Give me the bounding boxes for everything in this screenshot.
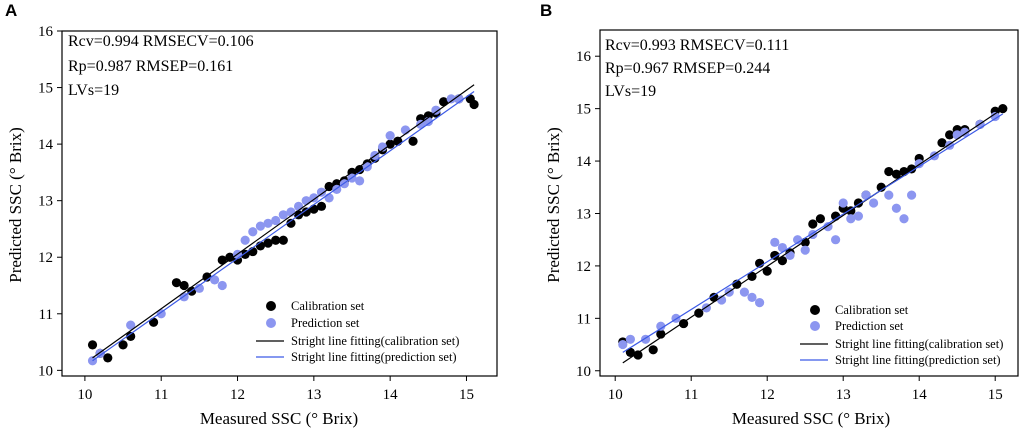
y-tick-label-b: 14	[576, 154, 592, 170]
prediction-point-a	[386, 131, 395, 140]
x-tick-label-a: 12	[230, 387, 245, 403]
stat-rp-b: Rp=0.967 RMSEP=0.244	[605, 60, 770, 77]
prediction-point-b	[892, 204, 901, 213]
x-tick-label-a: 15	[459, 387, 474, 403]
prediction-point-b	[899, 214, 908, 223]
y-tick-label-a: 16	[38, 24, 54, 40]
y-axis-title-a: Predicted SSC (° Brix)	[6, 127, 25, 283]
calibration-fit-line-a	[93, 85, 475, 358]
calibration-point-a	[149, 318, 158, 327]
prediction-point-b	[626, 335, 635, 344]
y-axis-title-b: Predicted SSC (° Brix)	[544, 127, 563, 283]
stat-lvs-a: LVs=19	[68, 82, 119, 99]
prediction-point-b	[831, 235, 840, 244]
x-tick-label-b: 12	[760, 387, 775, 403]
calibration-point-b	[808, 219, 817, 228]
legend-pred-line-label-a: Stright line fitting(prediction set)	[291, 350, 457, 364]
x-tick-label-a: 14	[383, 387, 399, 403]
x-tick-label-b: 13	[836, 387, 851, 403]
legend-prediction-label-a: Prediction set	[291, 316, 360, 330]
y-tick-label-b: 16	[576, 49, 592, 65]
y-tick-label-b: 10	[576, 364, 591, 380]
y-tick-label-b: 13	[576, 206, 591, 222]
legend-a: Calibration set Prediction set Stright l…	[256, 299, 459, 364]
calibration-point-a	[103, 353, 112, 362]
panel-label-a: A	[5, 1, 17, 20]
y-tick-label-a: 13	[38, 194, 53, 210]
figure: A 10 11 12 13 14 15 10 11 12 13 14 15 16 Rcv=0.994 R…	[0, 0, 1021, 434]
prediction-point-b	[854, 212, 863, 221]
calibration-point-a	[317, 202, 326, 211]
y-tick-label-a: 12	[38, 250, 53, 266]
prediction-fit-line-b	[623, 114, 1003, 353]
stat-rcv-a: Rcv=0.994 RMSECV=0.106	[68, 33, 254, 50]
y-tick-label-a: 10	[38, 363, 53, 379]
prediction-point-a	[241, 236, 250, 245]
panel-a: A 10 11 12 13 14 15 10 11 12 13 14 15 16 Rcv=0.994 R…	[5, 1, 497, 428]
legend-b: Calibration set Prediction set Stright l…	[800, 303, 1003, 367]
stat-rp-a: Rp=0.987 RMSEP=0.161	[68, 58, 233, 75]
prediction-point-b	[839, 198, 848, 207]
prediction-point-b	[770, 238, 779, 247]
panel-b: B 10 11 12 13 14 15 10 11 12 13 14 15 16 Rcv=0.993 R…	[540, 1, 1018, 428]
legend-pred-line-label-b: Stright line fitting(prediction set)	[835, 353, 1001, 367]
prediction-point-a	[271, 216, 280, 225]
calibration-point-a	[88, 340, 97, 349]
prediction-point-b	[740, 288, 749, 297]
legend-calibration-marker-b	[810, 305, 820, 315]
panel-label-b: B	[540, 1, 552, 20]
calibration-point-a	[408, 137, 417, 146]
calibration-point-a	[466, 94, 475, 103]
x-tick-label-a: 11	[154, 387, 168, 403]
stat-rcv-b: Rcv=0.993 RMSECV=0.111	[605, 37, 789, 54]
calibration-point-b	[649, 345, 658, 354]
prediction-point-b	[884, 191, 893, 200]
x-axis-title-b: Measured SSC (° Brix)	[732, 409, 890, 428]
y-tick-label-b: 11	[577, 311, 591, 327]
prediction-point-b	[618, 340, 627, 349]
prediction-point-a	[248, 227, 257, 236]
y-tick-label-a: 14	[38, 137, 54, 153]
legend-prediction-label-b: Prediction set	[835, 319, 904, 333]
legend-prediction-marker-a	[266, 318, 276, 328]
prediction-point-b	[869, 198, 878, 207]
prediction-fit-line-a	[93, 92, 475, 361]
y-tick-label-a: 15	[38, 81, 53, 97]
calibration-point-a	[279, 236, 288, 245]
y-tick-label-b: 12	[576, 259, 591, 275]
legend-calibration-label-b: Calibration set	[835, 303, 909, 317]
x-tick-label-b: 10	[608, 387, 623, 403]
y-tick-label-a: 11	[39, 307, 53, 323]
y-tick-label-b: 15	[576, 102, 591, 118]
prediction-point-b	[907, 191, 916, 200]
x-tick-label-b: 15	[988, 387, 1003, 403]
prediction-point-a	[355, 176, 364, 185]
calibration-point-a	[180, 281, 189, 290]
prediction-point-b	[801, 246, 810, 255]
calibration-point-b	[816, 214, 825, 223]
legend-prediction-marker-b	[810, 321, 820, 331]
legend-cal-line-label-b: Stright line fitting(calibration set)	[835, 337, 1003, 351]
prediction-point-b	[755, 298, 764, 307]
legend-calibration-marker-a	[266, 301, 276, 311]
x-tick-label-a: 13	[306, 387, 321, 403]
x-axis-title-a: Measured SSC (° Brix)	[200, 409, 358, 428]
prediction-point-a	[325, 193, 334, 202]
legend-cal-line-label-a: Stright line fitting(calibration set)	[291, 334, 459, 348]
calibration-point-b	[778, 256, 787, 265]
prediction-point-a	[294, 202, 303, 211]
legend-calibration-label-a: Calibration set	[291, 299, 365, 313]
x-tick-label-a: 10	[77, 387, 92, 403]
prediction-point-a	[218, 281, 227, 290]
prediction-point-b	[747, 293, 756, 302]
prediction-point-b	[785, 251, 794, 260]
x-tick-label-b: 14	[912, 387, 928, 403]
stat-lvs-b: LVs=19	[605, 83, 656, 100]
x-tick-label-b: 11	[684, 387, 698, 403]
